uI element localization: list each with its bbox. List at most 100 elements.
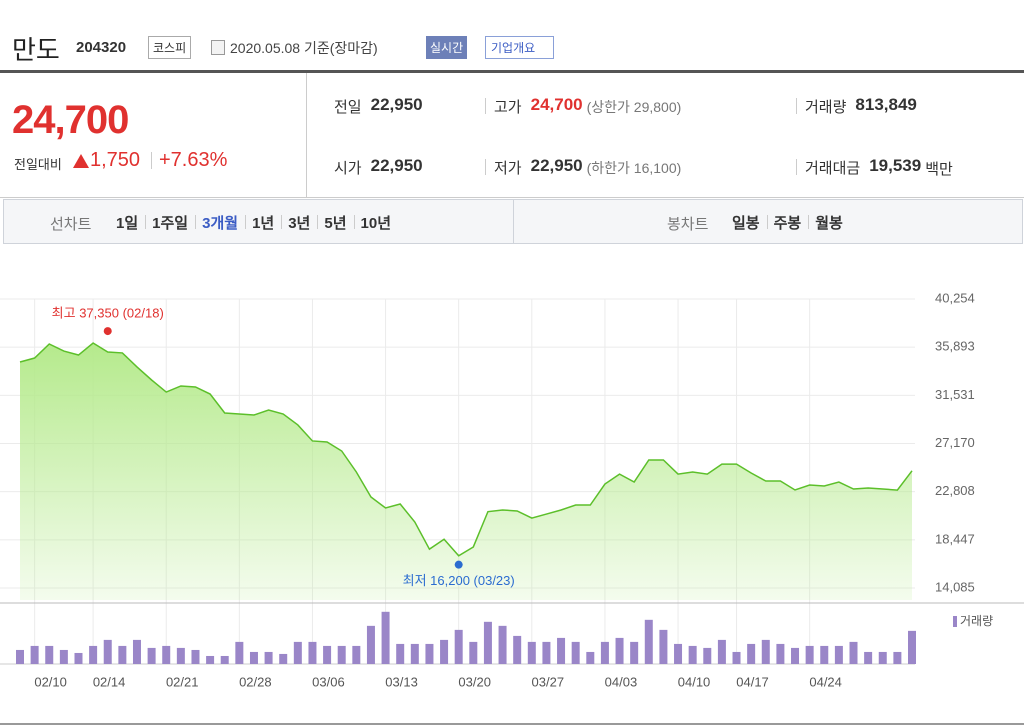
- x-tick-label: 03/20: [458, 674, 491, 689]
- stat-label: 저가: [494, 160, 522, 177]
- stat-label: 고가: [494, 99, 522, 116]
- volume-bar: [132, 639, 141, 664]
- candle-tab[interactable]: 일봉: [732, 215, 760, 232]
- volume-bar: [293, 641, 302, 664]
- realtime-button[interactable]: 실시간: [426, 36, 468, 59]
- stat-value: 19,539: [869, 156, 922, 175]
- volume-bar: [908, 630, 916, 664]
- volume-bar: [717, 639, 726, 664]
- x-tick-label: 04/03: [605, 674, 638, 689]
- calendar-icon: [211, 40, 225, 55]
- volume-bar: [425, 643, 434, 664]
- annotation-label: 최저 16,200 (03/23): [403, 573, 515, 588]
- separator: [281, 215, 283, 229]
- volume-bar: [498, 625, 507, 664]
- volume-bar: [176, 647, 185, 664]
- volume-bar: [776, 643, 785, 664]
- legend-label: 거래량: [960, 614, 993, 628]
- separator: [796, 159, 797, 175]
- volume-bar: [410, 643, 419, 664]
- stat-label: 거래량: [805, 99, 847, 116]
- legend-swatch: [953, 616, 957, 627]
- volume-bar: [118, 645, 127, 664]
- separator: [317, 215, 319, 229]
- volume-bar: [235, 641, 244, 664]
- separator: [796, 98, 797, 114]
- volume-bar: [337, 645, 346, 664]
- date: 2020.05.08 기준(장마감): [230, 40, 378, 56]
- volume-bar: [571, 641, 580, 664]
- x-tick-label: 04/17: [736, 674, 769, 689]
- y-tick-label: 14,085: [935, 579, 975, 594]
- volume-bar: [454, 629, 463, 664]
- volume-bar: [279, 653, 288, 664]
- separator: [245, 215, 247, 229]
- x-tick-label: 03/13: [385, 674, 418, 689]
- volume-bar: [366, 625, 375, 664]
- period-tab[interactable]: 1일: [116, 215, 139, 232]
- volume-bar: [59, 649, 68, 664]
- company-info-button[interactable]: 기업개요: [485, 36, 555, 59]
- volume-bar: [747, 643, 756, 664]
- stat-value: 22,950: [370, 95, 423, 114]
- volume-bar: [893, 651, 902, 664]
- y-tick-label: 18,447: [935, 531, 975, 546]
- volume-bar: [527, 641, 536, 664]
- stat-unit: 백만: [925, 161, 953, 178]
- volume-bar: [586, 651, 595, 664]
- annotation-label: 최고 37,350 (02/18): [52, 306, 164, 321]
- volume-bar: [308, 641, 317, 664]
- x-tick-label: 02/10: [34, 674, 67, 689]
- volume-bar: [249, 651, 258, 664]
- volume-bar: [16, 649, 24, 664]
- stat-value: 24,700: [530, 95, 583, 114]
- market-badge: 코스피: [148, 36, 192, 59]
- y-tick-label: 35,893: [935, 339, 975, 354]
- volume-bar: [103, 639, 112, 664]
- volume-bar: [849, 641, 858, 664]
- quote-box: [0, 73, 307, 198]
- period-tab[interactable]: 1주일: [152, 215, 189, 232]
- volume-bar: [644, 619, 653, 664]
- period-tab[interactable]: 1년: [252, 215, 275, 232]
- x-tick-label: 02/21: [166, 674, 199, 689]
- x-tick-label: 02/14: [93, 674, 126, 689]
- tab-divider: [513, 200, 514, 243]
- header-rule: [0, 70, 1024, 73]
- volume-bar: [89, 645, 98, 664]
- volume-bar: [805, 645, 814, 664]
- up-arrow: [73, 154, 89, 168]
- volume-bar: [688, 645, 697, 664]
- line: [19, 342, 913, 557]
- x-tick-label: 02/28: [239, 674, 272, 689]
- stock-code: 204320: [76, 39, 127, 56]
- annotation-marker: [103, 327, 112, 336]
- price: 24,700: [12, 98, 129, 142]
- volume-bar: [761, 639, 770, 664]
- stat-label: 거래대금: [805, 160, 861, 177]
- period-tab[interactable]: 5년: [324, 215, 347, 232]
- period-tab[interactable]: 3개월: [202, 215, 239, 232]
- candle-tab[interactable]: 월봉: [815, 215, 843, 232]
- stat-note: (상한가 29,800): [586, 99, 682, 115]
- change-rate: +7.63%: [159, 149, 228, 171]
- volume-bar: [791, 647, 800, 664]
- stat-value: 22,950: [370, 156, 423, 175]
- volume-bar: [542, 641, 551, 664]
- volume-bar: [147, 647, 156, 664]
- x-tick-label: 04/10: [678, 674, 711, 689]
- change: 1,750: [90, 149, 141, 171]
- separator: [766, 215, 768, 229]
- candle-tab[interactable]: 주봉: [773, 215, 802, 232]
- volume-bar: [674, 643, 683, 664]
- separator: [145, 215, 147, 229]
- period-tab[interactable]: 10년: [360, 215, 392, 232]
- y-tick-label: 31,531: [935, 387, 975, 402]
- volume-bar: [191, 649, 200, 664]
- period-tab[interactable]: 3년: [288, 215, 311, 232]
- y-tick-label: 22,808: [935, 483, 975, 498]
- volume-bar: [703, 647, 712, 664]
- volume-bar: [323, 645, 332, 664]
- separator: [485, 159, 486, 175]
